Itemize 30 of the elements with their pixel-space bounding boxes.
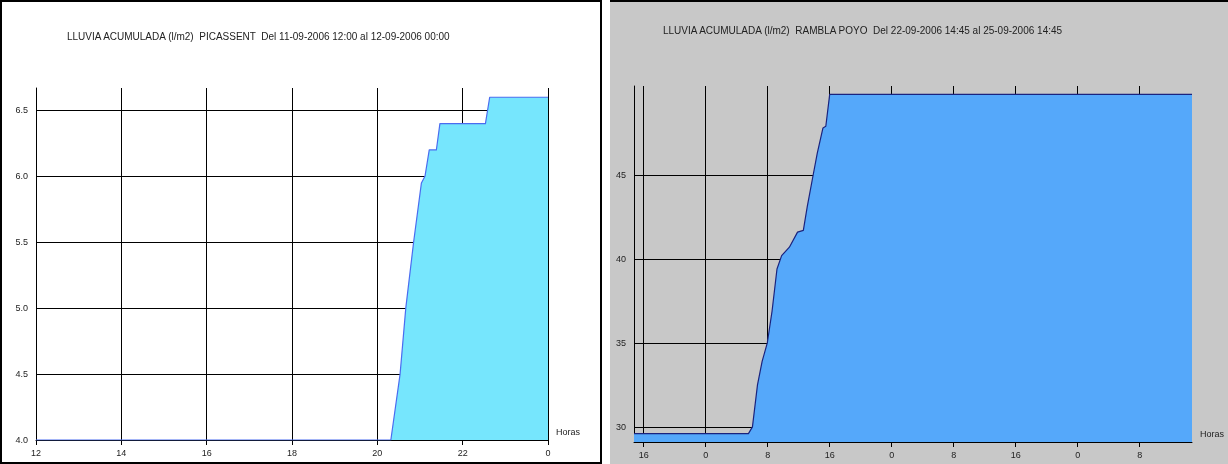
x-tick-label: 0 <box>545 447 551 458</box>
x-tick-label: 8 <box>1137 449 1143 460</box>
x-tick-label: 12 <box>30 447 42 458</box>
x-tick-label: 8 <box>765 449 771 460</box>
x-tick-label: 18 <box>286 447 298 458</box>
x-tick-label: 0 <box>1075 449 1081 460</box>
x-tick-label: 14 <box>116 447 127 458</box>
x-tick-label: 16 <box>201 447 212 458</box>
x-tick-label: 0 <box>889 449 895 460</box>
y-tick-label: 45 <box>615 170 626 180</box>
y-tick-label: 5.0 <box>15 303 28 314</box>
y-tick-label: 4.0 <box>15 435 28 445</box>
y-tick-label: 5.5 <box>15 237 28 248</box>
x-axis-title: Horas <box>556 426 581 437</box>
x-axis-title: Horas <box>1200 428 1225 439</box>
x-tick-label: 16 <box>1010 449 1021 460</box>
x-tick-label: 20 <box>372 447 383 458</box>
x-tick-label: 16 <box>638 449 649 460</box>
y-tick-label: 4.5 <box>15 369 28 380</box>
y-tick-label: 6.0 <box>15 171 28 182</box>
chart-title: LLUVIA ACUMULADA (l/m2) PICASSENT Del 11-09-2006 12:00 al 12-09-2006 00:00 <box>67 30 451 42</box>
y-tick-label: 35 <box>615 337 626 348</box>
y-tick-label: 6.5 <box>15 105 28 116</box>
x-tick-label: 8 <box>951 449 957 460</box>
x-tick-label: 22 <box>457 447 468 458</box>
x-tick-label: 0 <box>703 449 709 460</box>
x-tick-label: 16 <box>824 449 835 460</box>
chart-title: LLUVIA ACUMULADA (l/m2) RAMBLA POYO Del 22-09-2006 14:45 al 25-09-2006 14:45 <box>663 24 1063 36</box>
y-tick-label: 40 <box>615 253 626 264</box>
y-tick-label: 30 <box>615 421 626 432</box>
